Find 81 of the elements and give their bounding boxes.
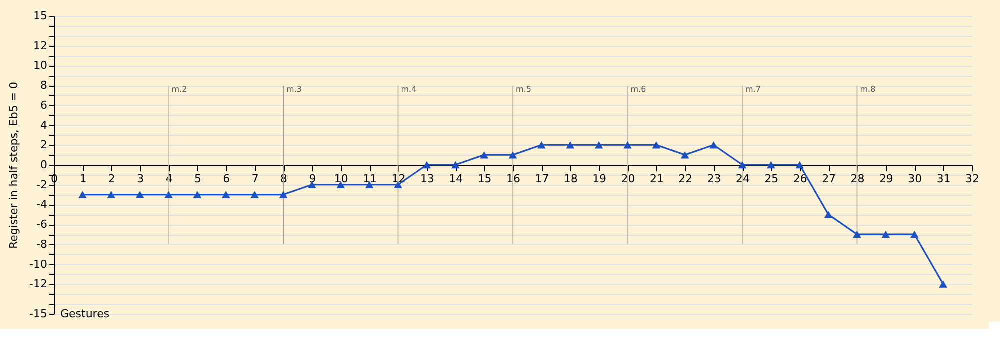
x-tick-label: 24: [736, 172, 750, 186]
point: [279, 191, 288, 198]
point: [136, 191, 144, 198]
x-tick-label: 27: [822, 172, 836, 186]
y-tick-label: 10: [34, 59, 48, 72]
point: [480, 151, 488, 159]
x-tick-label: 28: [850, 172, 865, 186]
ref-line-label: m.2: [172, 85, 188, 94]
x-tick-label: 4: [166, 172, 173, 186]
x-tick-label: 19: [592, 172, 607, 186]
x-tick-label: 7: [252, 172, 259, 186]
y-tick-label: -2: [36, 178, 48, 192]
x-tick-label: 6: [223, 172, 230, 186]
point: [566, 142, 575, 149]
point: [624, 142, 632, 149]
x-tick-label: 22: [678, 172, 693, 186]
y-tick-label: 8: [40, 79, 48, 92]
point: [164, 191, 173, 198]
x-tick-label: 31: [936, 172, 951, 186]
y-tick-label: 0: [40, 158, 48, 172]
x-tick-label: 21: [650, 172, 664, 186]
point: [422, 161, 432, 169]
point: [652, 142, 661, 149]
y-tick-label: -6: [36, 218, 48, 232]
ref-line-label: m.4: [401, 85, 417, 94]
ref-line-label: m.5: [516, 85, 532, 94]
point: [222, 191, 230, 198]
point: [594, 142, 604, 149]
ref-line-label: m.3: [286, 85, 302, 94]
x-tick-label: 3: [137, 172, 144, 186]
x-tick-label: 25: [764, 172, 779, 186]
point: [910, 230, 919, 238]
point: [78, 191, 87, 198]
x-tick-label: 15: [478, 172, 492, 186]
ref-line-label: m.7: [746, 85, 761, 94]
x-tick-label: 5: [194, 172, 202, 186]
point: [767, 161, 776, 169]
x-tick-label: 32: [966, 172, 980, 186]
x-tick-label: 20: [621, 172, 636, 186]
y-axis-title: Register in half steps, Eb5 = 0: [8, 82, 21, 250]
x-tick-label: 26: [793, 172, 808, 186]
y-tick-label: -12: [30, 278, 48, 291]
x-tick-label: 14: [449, 172, 464, 186]
y-tick-label: -10: [30, 258, 48, 271]
x-tick-label: 1: [80, 172, 87, 186]
y-tick-label: -4: [36, 198, 48, 212]
x-tick-label: 11: [363, 172, 378, 186]
x-tick-label: 13: [420, 172, 434, 186]
y-tick-label: -15: [30, 308, 48, 320]
point: [853, 230, 862, 238]
y-tick-label: 4: [40, 118, 48, 132]
point: [939, 280, 948, 288]
point: [882, 230, 890, 238]
y-tick-label: 2: [40, 138, 48, 152]
x-tick-label: 2: [108, 172, 116, 186]
y-tick-label: 15: [34, 10, 48, 22]
ref-line-label: m.8: [860, 85, 876, 94]
x-tick-label: 9: [309, 172, 316, 186]
point: [796, 161, 804, 169]
point: [107, 191, 116, 198]
x-tick-label: 29: [879, 172, 894, 186]
x-tick-label: 16: [506, 172, 520, 186]
x-axis-title: Gestures: [60, 308, 110, 320]
y-tick-label: 12: [34, 39, 48, 52]
point: [680, 151, 690, 159]
x-tick-label: 18: [564, 172, 578, 186]
point: [193, 191, 202, 198]
ref-line-label: m.6: [630, 85, 646, 94]
point: [710, 142, 718, 149]
x-tick-label: 30: [908, 172, 922, 186]
x-tick-label: 23: [707, 172, 722, 186]
y-tick-label: 6: [40, 98, 48, 112]
x-tick-label: 10: [334, 172, 348, 186]
y-tick-label: -8: [36, 238, 48, 251]
point: [250, 191, 259, 198]
x-tick-label: 17: [535, 172, 550, 186]
point: [538, 142, 546, 149]
point: [738, 161, 747, 169]
point: [508, 151, 518, 159]
point: [451, 161, 460, 169]
point: [824, 211, 833, 218]
